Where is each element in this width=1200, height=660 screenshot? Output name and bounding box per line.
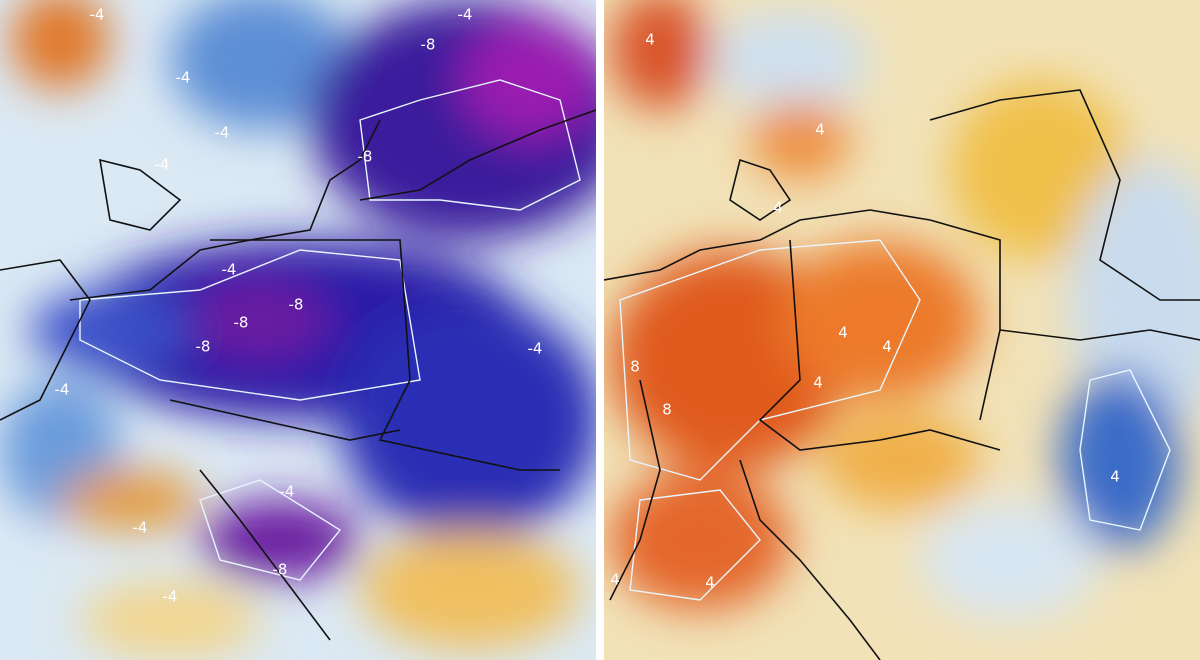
contour-label: -4 — [215, 124, 230, 142]
contour-label: 4 — [815, 121, 825, 139]
contour-label: -4 — [176, 69, 191, 87]
contour-label: -4 — [280, 483, 295, 501]
contour-label: -8 — [273, 561, 288, 579]
contour-label: 4 — [705, 574, 715, 592]
contour-label: 4 — [610, 571, 620, 589]
contour-label: 4 — [773, 199, 783, 217]
divider — [596, 0, 604, 660]
contour-label: 4 — [1110, 468, 1120, 486]
contour-label: -4 — [163, 588, 178, 606]
contour-label: -4 — [528, 340, 543, 358]
contour-label: 8 — [630, 358, 640, 376]
contour-label: -8 — [358, 148, 373, 166]
right-map — [604, 0, 1200, 660]
contour-label: -4 — [90, 6, 105, 24]
contour-label: -4 — [55, 381, 70, 399]
contour-label: 4 — [882, 338, 892, 356]
contour-label: -8 — [196, 338, 211, 356]
left-map — [0, 0, 596, 660]
contour-label: -4 — [458, 6, 473, 24]
contour-label: -8 — [234, 314, 249, 332]
contour-label: 4 — [645, 31, 655, 49]
contour-label: -4 — [133, 519, 148, 537]
contour-labels: -4 -4 -8 -4 -4 -8 -4 -4 -8 -8 -8 -4 -4 -4 -4 -8 -4 4 4 4 4 4 4… — [55, 6, 1120, 606]
contour-label: -8 — [289, 296, 304, 314]
contour-label: 8 — [662, 401, 672, 419]
contour-label: -4 — [222, 261, 237, 279]
contour-label: -8 — [421, 36, 436, 54]
contour-label: 4 — [813, 374, 823, 392]
contour-label: -4 — [155, 156, 170, 174]
contour-label: 4 — [838, 324, 848, 342]
